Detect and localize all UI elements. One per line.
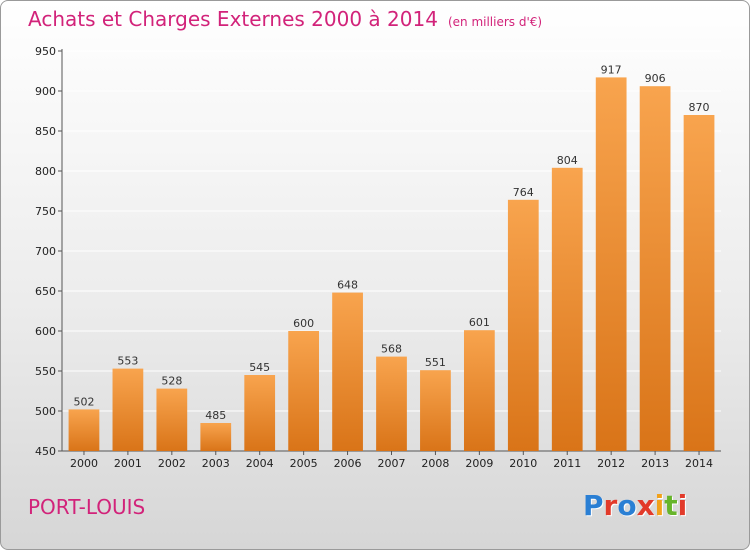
chart-title-text: Achats et Charges Externes 2000 à 2014 [28, 7, 438, 31]
logo-letter: i [654, 489, 665, 522]
x-tick-label: 2005 [290, 457, 318, 470]
y-tick-label: 800 [35, 165, 56, 178]
bar [376, 356, 407, 451]
bar [683, 115, 715, 451]
x-tick-label: 2008 [421, 457, 449, 470]
logo-letter: o [617, 489, 637, 522]
bar [112, 368, 144, 451]
logo-letter: i [677, 489, 688, 522]
data-label: 917 [601, 63, 622, 76]
bar [156, 388, 188, 451]
data-label: 551 [425, 356, 446, 369]
data-label: 485 [205, 409, 226, 422]
data-label: 568 [381, 343, 402, 356]
x-tick-label: 2004 [246, 457, 274, 470]
bar [200, 423, 232, 451]
chart-subtitle: (en milliers d'€) [447, 15, 543, 29]
y-tick-label: 650 [35, 285, 56, 298]
bar [507, 199, 539, 451]
x-tick-label: 2010 [509, 457, 537, 470]
y-tick-label: 750 [35, 205, 56, 218]
bar [639, 86, 671, 451]
data-label: 906 [645, 72, 666, 85]
y-tick-label: 950 [35, 45, 56, 58]
data-label: 601 [469, 316, 490, 329]
town-name: PORT-LOUIS [28, 495, 146, 519]
x-tick-label: 2009 [465, 457, 493, 470]
data-label: 528 [161, 375, 182, 388]
y-tick-label: 850 [35, 125, 56, 138]
logo-letter: x [636, 489, 655, 522]
x-tick-label: 2012 [597, 457, 625, 470]
data-label: 804 [557, 154, 578, 167]
x-tick-label: 2011 [553, 457, 581, 470]
bar [551, 167, 583, 452]
logo-letter: t [664, 489, 678, 522]
x-tick-label: 2007 [378, 457, 406, 470]
y-tick-label: 550 [35, 365, 56, 378]
bar [332, 292, 363, 451]
bar [244, 375, 276, 451]
x-tick-label: 2003 [202, 457, 230, 470]
data-label: 648 [337, 279, 358, 292]
x-tick-label: 2000 [70, 457, 98, 470]
x-tick-label: 2001 [114, 457, 142, 470]
bar [463, 330, 495, 451]
bar [595, 77, 627, 452]
data-label: 600 [293, 317, 314, 330]
data-label: 545 [249, 361, 270, 374]
y-tick-label: 600 [35, 325, 56, 338]
x-tick-label: 2013 [641, 457, 669, 470]
x-tick-label: 2014 [685, 457, 713, 470]
data-label: 764 [513, 186, 534, 199]
proxiti-logo: Proxiti [583, 489, 687, 522]
data-label: 502 [73, 395, 94, 408]
x-tick-label: 2006 [334, 457, 362, 470]
data-label: 553 [117, 355, 138, 368]
bar [68, 409, 100, 451]
bar [288, 331, 320, 451]
logo-letter: r [603, 489, 618, 522]
y-tick-label: 500 [35, 405, 56, 418]
y-tick-label: 700 [35, 245, 56, 258]
bar [420, 370, 451, 451]
logo-letter: P [583, 489, 604, 522]
y-tick-label: 450 [35, 445, 56, 458]
chart-title: Achats et Charges Externes 2000 à 2014 (e… [28, 7, 542, 31]
y-tick-label: 900 [35, 85, 56, 98]
data-label: 870 [689, 101, 710, 114]
x-tick-label: 2002 [158, 457, 186, 470]
